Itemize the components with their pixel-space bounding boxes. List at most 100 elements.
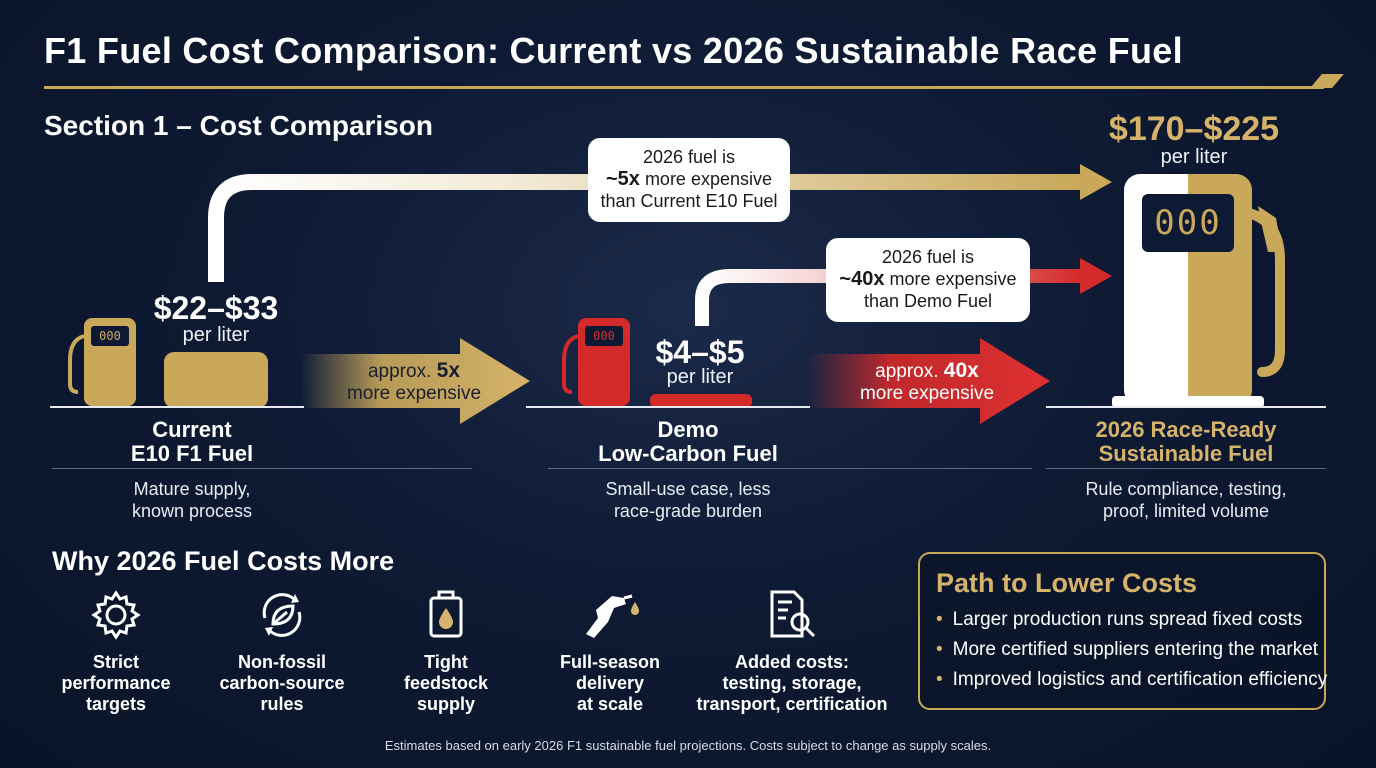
current-fuel-name: Current E10 F1 Fuel (52, 418, 332, 466)
current-fuel-desc-line1: Mature supply, (133, 479, 251, 499)
gear-icon (91, 590, 141, 640)
current-price-unit: per liter (182, 324, 250, 346)
demo-fuel-desc: Small-use case, less race-grade burden (548, 478, 828, 522)
sustainable-pump-display: 000 (1154, 203, 1222, 243)
red-arrow-multiplier: 40x (943, 359, 979, 382)
demo-pump-icon (562, 318, 630, 406)
current-fuel-name-line2: E10 F1 Fuel (130, 441, 254, 466)
gold-arrow-suffix: more expensive (346, 383, 482, 404)
callout-40x-multiplier: ~40x (839, 268, 885, 290)
demo-price-block (650, 394, 752, 408)
why-item-added-costs-line3: transport, certification (696, 694, 888, 714)
callout-5x-line3: than Current E10 Fuel (600, 191, 778, 211)
list-item: • Larger production runs spread fixed cos… (936, 609, 1303, 630)
callout-40x-line3: than Demo Fuel (863, 291, 993, 311)
why-item-added-costs-line2: testing, storage, (722, 673, 862, 693)
callout-40x: 2026 fuel is ~40x more expensive than De… (826, 238, 1030, 322)
connector-arrowhead-top (1080, 164, 1112, 200)
path-list: • Larger production runs spread fixed cos… (936, 605, 1328, 695)
demo-fuel-desc-line2: race-grade burden (613, 501, 763, 521)
sustainable-fuel-desc: Rule compliance, testing, proof, limited… (1046, 478, 1326, 522)
red-arrow-label: approx. 40x more expensive (842, 360, 1012, 405)
current-fuel-name-line1: Current (152, 417, 232, 442)
current-pump-icon (68, 318, 136, 406)
sustainable-fuel-desc-line1: Rule compliance, testing, (1085, 479, 1287, 499)
why-item-carbon-line3: rules (260, 694, 304, 714)
callout-5x: 2026 fuel is ~5x more expensive than Cur… (588, 138, 790, 222)
connector-current-to-2026 (208, 174, 1080, 282)
baseline-current (50, 406, 304, 408)
footnote: Estimates based on early 2026 F1 sustain… (384, 738, 992, 753)
current-fuel-desc-line2: known process (131, 501, 253, 521)
why-title: Why 2026 Fuel Costs More (52, 546, 395, 576)
divider-current (52, 468, 472, 469)
red-arrow-suffix: more expensive (859, 383, 995, 404)
divider-demo (548, 468, 1032, 469)
demo-fuel-name: Demo Low-Carbon Fuel (548, 418, 828, 466)
why-item-feedstock: Tight feedstock supply (370, 588, 522, 715)
gold-arrow-shape (300, 338, 530, 424)
list-item: • More certified suppliers entering the m… (936, 639, 1319, 660)
connector-demo-to-2026 (695, 269, 1080, 326)
red-arrow-shape (806, 338, 1050, 424)
current-price: $22–$33 (153, 290, 279, 326)
why-item-feedstock-line3: supply (416, 694, 475, 714)
current-price-block (164, 352, 268, 408)
sustainable-fuel-name-line1: 2026 Race-Ready (1095, 417, 1277, 442)
why-item-performance: Strict performance targets (40, 588, 192, 715)
section-title: Section 1 – Cost Comparison (44, 110, 433, 141)
why-item-added-costs-line1: Added costs: (734, 652, 849, 672)
sustainable-fuel-desc-line2: proof, limited volume (1102, 501, 1270, 521)
why-item-performance-line1: Strict (92, 652, 139, 672)
callout-5x-line2-rest: more expensive (644, 169, 773, 189)
fuel-canister-icon (429, 590, 463, 638)
sustainable-fuel-name: 2026 Race-Ready Sustainable Fuel (1046, 418, 1326, 466)
fuel-nozzle-icon (586, 594, 639, 638)
sustainable-price-unit: per liter (1160, 146, 1228, 168)
page-title: F1 Fuel Cost Comparison: Current vs 2026… (44, 30, 1183, 71)
demo-pump-display: 000 (593, 329, 615, 343)
demo-fuel-name-line2: Low-Carbon Fuel (598, 441, 778, 466)
why-item-feedstock-line2: feedstock (403, 673, 489, 693)
leaf-cycle-icon (262, 593, 302, 637)
callout-40x-line2-rest: more expensive (889, 269, 1017, 289)
document-search-icon (770, 590, 816, 638)
sustainable-price: $170–$225 (1108, 110, 1280, 148)
path-title: Path to Lower Costs (936, 568, 1198, 598)
why-item-carbon-line2: carbon-source (219, 673, 345, 693)
baseline-sustainable (1046, 406, 1326, 408)
sustainable-pump-icon (1112, 174, 1285, 408)
baseline-demo (526, 406, 810, 408)
why-item-delivery-line2: delivery (575, 673, 645, 693)
demo-price: $4–$5 (655, 334, 745, 370)
connector-arrowhead-mid (1080, 258, 1112, 294)
gold-arrow-prefix: approx. (367, 361, 432, 382)
divider-sustainable (1046, 468, 1326, 469)
current-pump-display: 000 (99, 329, 121, 343)
demo-fuel-name-line1: Demo (657, 417, 719, 442)
demo-price-unit: per liter (666, 366, 734, 388)
callout-40x-line1: 2026 fuel is (881, 247, 975, 267)
list-item: • Improved logistics and certification ef… (936, 669, 1328, 690)
callout-5x-line2: ~5x more expensive (600, 168, 778, 190)
demo-fuel-desc-line1: Small-use case, less (605, 479, 771, 499)
why-item-carbon-line1: Non-fossil (238, 652, 326, 672)
why-item-delivery: Full-season delivery at scale (534, 588, 686, 715)
why-item-performance-line3: targets (85, 694, 147, 714)
sustainable-fuel-name-line2: Sustainable Fuel (1098, 441, 1274, 466)
callout-5x-line1: 2026 fuel is (642, 147, 736, 167)
bullet-icon: • (936, 609, 943, 630)
why-item-delivery-line3: at scale (576, 694, 644, 714)
callout-40x-line2: ~40x more expensive (838, 268, 1018, 290)
why-item-performance-line2: performance (61, 673, 171, 693)
title-divider (44, 86, 1324, 89)
red-arrow-prefix: approx. (875, 361, 939, 382)
bullet-icon: • (936, 669, 943, 690)
callout-5x-multiplier: ~5x (605, 168, 640, 190)
why-item-added-costs: Added costs: testing, storage, transport… (694, 588, 890, 715)
gold-arrow-label: approx. 5x more expensive (330, 360, 498, 405)
gold-arrow-multiplier: 5x (436, 359, 460, 382)
path-to-lower-costs-panel: Path to Lower Costs • Larger production r… (918, 552, 1328, 710)
why-item-feedstock-line1: Tight (424, 652, 468, 672)
